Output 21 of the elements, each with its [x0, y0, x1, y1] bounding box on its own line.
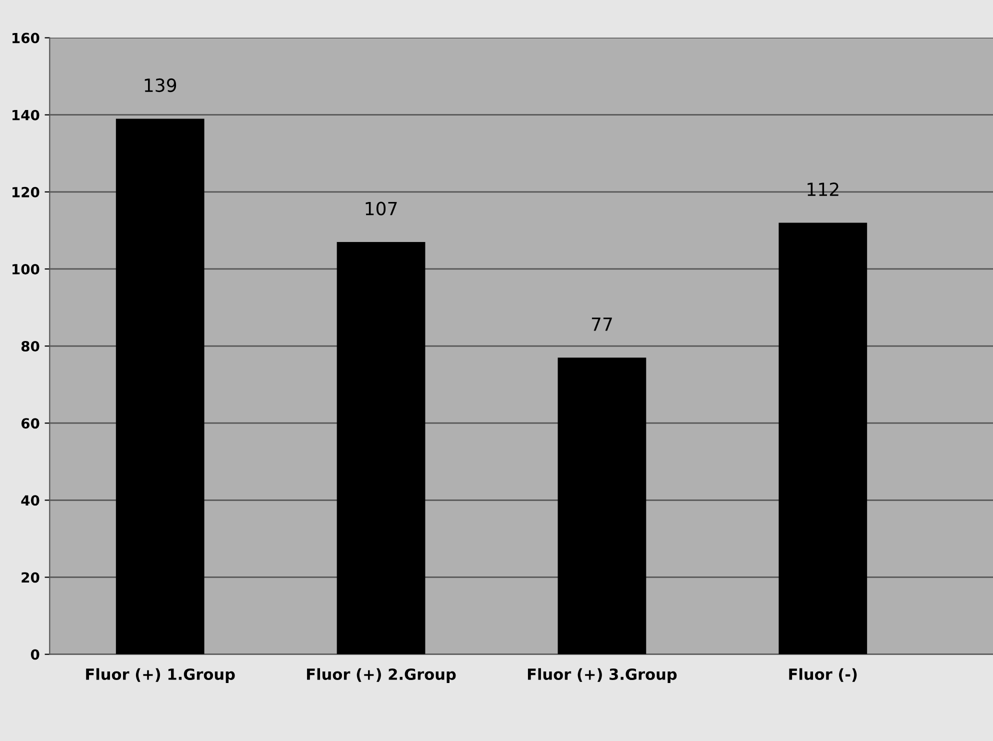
data-label: 139	[144, 78, 176, 92]
data-label: 77	[592, 318, 612, 331]
y-tick-label: 160	[12, 32, 40, 44]
bar	[336, 242, 426, 654]
bar	[116, 118, 204, 654]
y-tick-label: 60	[21, 418, 40, 429]
data-label: 107	[366, 202, 397, 216]
x-tick-label: Fluor (+) 1.Group	[86, 668, 235, 683]
y-tick-label: 40	[21, 495, 40, 506]
y-tick-label: 0	[30, 649, 40, 660]
bar	[558, 358, 646, 654]
x-tick-label: Fluor (+) 2.Group	[307, 668, 456, 683]
y-tick-label: 100	[12, 264, 40, 274]
y-tick-label: 20	[22, 572, 40, 583]
y-tick-label: 120	[12, 186, 40, 198]
x-tick-label: Fluor (+) 3.Group	[528, 668, 677, 683]
data-label: 112	[808, 182, 838, 196]
y-tick-label: 140	[12, 110, 40, 120]
bar	[778, 222, 868, 654]
x-tick-label: Fluor (-)	[789, 668, 857, 682]
y-tick-label: 80	[21, 341, 40, 352]
